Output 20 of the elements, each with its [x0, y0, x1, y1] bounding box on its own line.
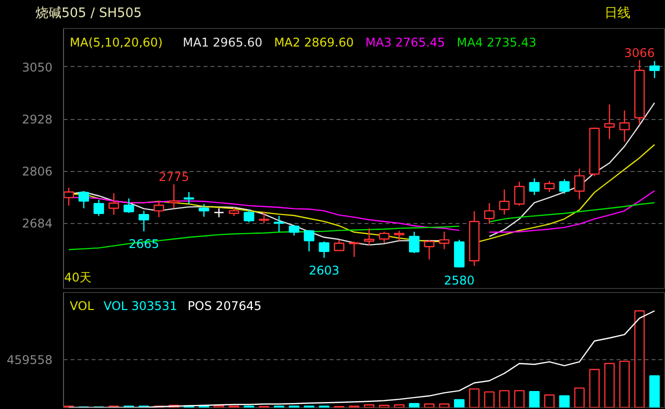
text: MA4 2735.43 [456, 35, 536, 50]
y-tick-label: 2806 [22, 164, 53, 179]
y-tick-label: 2928 [22, 112, 53, 127]
legend-title: VOL [70, 299, 94, 314]
annotation: 2775 [158, 170, 190, 184]
chart-subtitle: 日线 [604, 6, 630, 21]
annotation: 2580 [444, 273, 475, 288]
annotation: 40天 [64, 270, 92, 285]
annotation: 2603 [308, 264, 340, 278]
legend-title: MA(5,10,20,60) [70, 35, 163, 50]
chart-title: 烧碱505 / SH505 [36, 6, 142, 21]
text: VOL 303531 [103, 299, 178, 314]
y-tick-label: 3050 [22, 60, 53, 74]
text: POS 207645 [188, 299, 262, 314]
text: MA1 2965.60 [182, 35, 262, 50]
y-tick-label: 2684 [22, 216, 53, 231]
annotation: 3066 [624, 46, 655, 60]
text: MA2 2869.60 [274, 35, 354, 50]
text: MA3 2765.45 [365, 35, 446, 50]
text: 459558 [6, 353, 53, 368]
